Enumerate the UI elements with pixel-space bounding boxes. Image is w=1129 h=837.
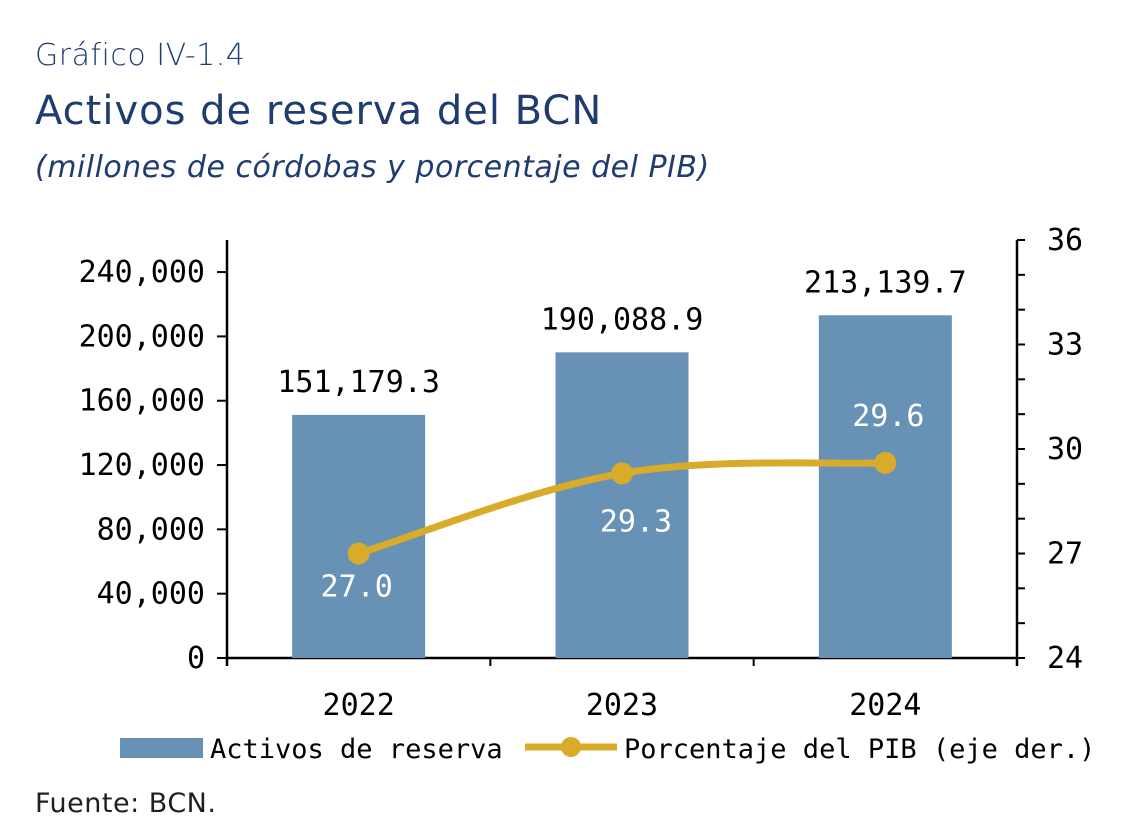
left-tick-label: 40,000 [97,577,205,612]
x-tick-label: 2023 [586,688,658,723]
bar [555,352,689,658]
left-tick-label: 240,000 [79,255,205,290]
bar-data-label: 190,088.9 [541,302,704,337]
right-tick-label: 30 [1047,432,1083,467]
legend-line-label: Porcentaje del PIB (eje der.) [624,734,1095,765]
left-axis: 0 40,000 80,000 120,000 160,000 200,000 240,00… [79,240,229,676]
legend-bar-swatch [120,738,203,758]
right-axis: 24 27 30 33 36 [1015,223,1083,676]
bar-data-label: 213,139.7 [804,265,967,300]
x-axis: 2022 2023 2024 [226,656,1018,723]
left-tick-label: 160,000 [79,384,205,419]
line-series: 27.0 29.3 29.6 [321,399,925,605]
right-tick-label: 33 [1047,328,1083,363]
line-point [874,451,897,474]
left-tick-label: 0 [187,641,205,676]
line-point [347,542,370,565]
chart-kicker: Gráfico IV-1.4 [35,38,246,73]
line-data-label: 29.3 [600,504,672,539]
legend-bar-label: Activos de reserva [210,734,503,765]
left-tick-label: 120,000 [79,448,205,483]
line-point [611,462,633,485]
bar [818,315,952,658]
left-tick-label: 200,000 [79,319,205,354]
left-tick-label: 80,000 [97,512,205,547]
chart-title: Activos de reserva del BCN [35,88,603,134]
line-data-label: 29.6 [852,399,924,434]
x-tick-label: 2024 [849,688,921,723]
right-tick-label: 24 [1047,641,1083,676]
bar-data-label: 151,179.3 [277,365,440,400]
chart-subtitle: (millones de córdobas y porcentaje del P… [35,150,710,185]
line-data-label: 27.0 [321,570,393,605]
legend-line-marker [561,737,581,757]
source-note: Fuente: BCN. [35,788,217,819]
right-tick-label: 36 [1047,223,1083,258]
legend: Activos de reserva Porcentaje del PIB (ej… [120,734,1095,765]
right-tick-label: 27 [1047,537,1083,572]
x-tick-label: 2022 [323,688,395,723]
bar-series: 151,179.3 190,088.9 213,139.7 [277,265,967,658]
